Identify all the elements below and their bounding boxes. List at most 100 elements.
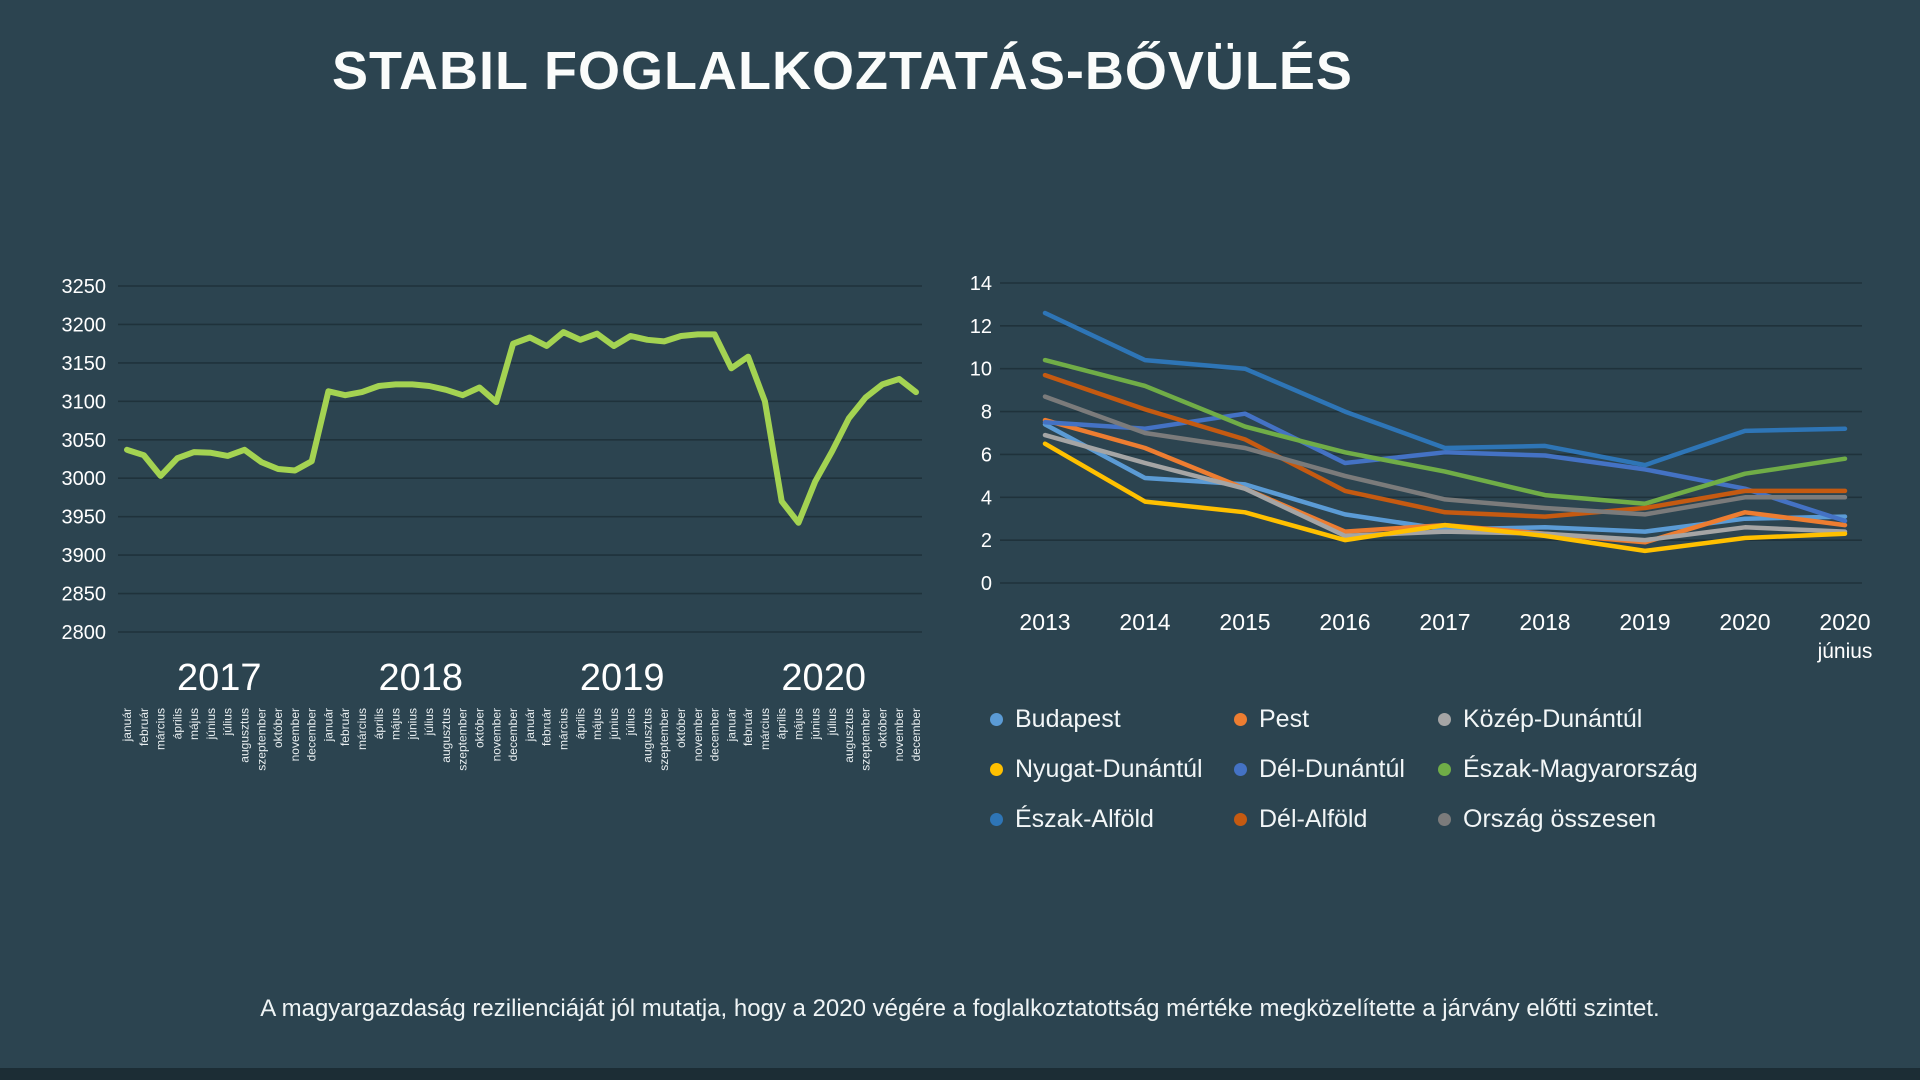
x-tick-label: 2020 <box>1819 609 1870 635</box>
month-tick-label: szeptember <box>456 708 470 771</box>
month-tick-label: június <box>405 708 419 740</box>
series-color-dot-icon <box>1438 812 1451 826</box>
y-tick-label: 8 <box>981 402 992 424</box>
month-tick-label: augusztus <box>439 708 453 763</box>
month-tick-label: május <box>389 708 403 740</box>
month-tick-label: január <box>724 708 738 742</box>
month-tick-label: december <box>506 708 520 761</box>
y-tick-label: 0 <box>981 573 992 595</box>
region-line <box>1042 394 1848 517</box>
y-tick-label: 2 <box>981 530 992 552</box>
y-tick-label: 3150 <box>62 353 107 375</box>
legend-label: Dél-Dunántúl <box>1259 754 1405 783</box>
x-tick-label: 2015 <box>1219 609 1270 635</box>
series-color-dot-icon <box>990 812 1003 826</box>
month-tick-label: november <box>691 708 705 761</box>
month-tick-label: szeptember <box>657 708 671 771</box>
y-tick-label: 3250 <box>62 276 107 298</box>
x-tick-label: 2014 <box>1119 609 1170 635</box>
legend-label: Budapest <box>1015 704 1121 733</box>
month-tick-label: július <box>422 708 436 736</box>
legend-item: Ország összesen <box>1438 804 1730 834</box>
legend-item: Budapest <box>990 704 1234 734</box>
x-tick-label: 2019 <box>1619 609 1670 635</box>
year-tick-label: 2020 <box>781 657 866 699</box>
unemployment-chart: 14 12 10 8 6 4 2 0 2013 2014 2015 2016 2017 2018 2019 2… <box>970 273 1873 663</box>
month-tick-label: december <box>708 708 722 761</box>
month-tick-label: február <box>540 708 554 746</box>
legend-label: Pest <box>1259 704 1310 733</box>
month-tick-label: szeptember <box>859 708 873 771</box>
month-tick-label: május <box>792 708 806 740</box>
month-tick-label: november <box>288 708 302 761</box>
month-tick-label: október <box>271 708 285 748</box>
month-tick-label: március <box>758 708 772 750</box>
year-tick-label: 2017 <box>177 657 262 699</box>
month-tick-label: január <box>321 708 335 742</box>
month-tick-label: május <box>187 708 201 740</box>
month-tick-label: június <box>808 708 822 740</box>
month-tick-label: május <box>590 708 604 740</box>
employment-line <box>124 329 919 526</box>
y-tick-label: 6 <box>981 444 992 466</box>
x-tick-label: 2018 <box>1519 609 1570 635</box>
legend-item: Dél-Dunántúl <box>1234 754 1438 784</box>
region-line <box>1042 432 1848 543</box>
region-line <box>1042 372 1848 519</box>
month-tick-label: március <box>355 708 369 750</box>
month-tick-label: július <box>825 708 839 736</box>
month-tick-label: február <box>137 708 151 746</box>
month-tick-label: február <box>338 708 352 746</box>
series-color-dot-icon <box>1234 712 1247 726</box>
region-line <box>1042 310 1848 468</box>
y-tick-label: 12 <box>970 316 992 338</box>
x-tick-label: 2017 <box>1419 609 1470 635</box>
y-tick-label: 3950 <box>62 507 107 529</box>
month-tick-label: november <box>892 708 906 761</box>
region-line <box>1042 357 1848 506</box>
month-tick-label: január <box>523 708 537 742</box>
footer-bar <box>0 1068 1920 1080</box>
legend-item: Dél-Alföld <box>1234 804 1438 834</box>
month-tick-label: április <box>170 708 184 739</box>
y-tick-label: 3100 <box>62 391 107 413</box>
y-tick-label: 10 <box>970 359 992 381</box>
y-tick-label: 14 <box>970 273 992 295</box>
legend-label: Észak-Alföld <box>1015 804 1154 833</box>
month-tick-label: június <box>204 708 218 740</box>
month-tick-label: július <box>221 708 235 736</box>
legend-item: Észak-Magyarország <box>1438 754 1730 784</box>
legend: Budapest Pest Közép-Dunántúl Nyugat-Duná… <box>990 704 1730 834</box>
month-tick-label: július <box>624 708 638 736</box>
month-tick-label: március <box>557 708 571 750</box>
legend-item: Észak-Alföld <box>990 804 1234 834</box>
month-tick-label: január <box>120 708 134 742</box>
y-tick-label: 4 <box>981 487 992 509</box>
month-tick-label: április <box>372 708 386 739</box>
series-color-dot-icon <box>1234 812 1247 826</box>
year-tick-label: 2018 <box>379 657 464 699</box>
employment-chart: 3250 3200 3150 3100 3050 3000 3950 3900 2850 2800… <box>62 276 924 771</box>
month-tick-label: február <box>741 708 755 746</box>
y-tick-label: 3000 <box>62 468 107 490</box>
legend-item: Nyugat-Dunántúl <box>990 754 1234 784</box>
region-line <box>1042 441 1848 554</box>
month-tick-label: április <box>775 708 789 739</box>
month-tick-label: október <box>674 708 688 748</box>
y-tick-label: 3900 <box>62 545 107 567</box>
y-tick-label: 3050 <box>62 430 107 452</box>
year-tick-label: 2019 <box>580 657 665 699</box>
legend-label: Észak-Magyarország <box>1463 754 1698 783</box>
series-color-dot-icon <box>1438 712 1451 726</box>
caption-text: A magyargazdaság rezilienciáját jól muta… <box>260 995 1660 1022</box>
page-title: STABIL FOGLALKOZTATÁS-BŐVÜLÉS <box>332 41 1353 101</box>
month-tick-label: augusztus <box>640 708 654 763</box>
x-tick-label: 2013 <box>1019 609 1070 635</box>
month-tick-label: december <box>909 708 923 761</box>
y-tick-label: 3200 <box>62 314 107 336</box>
series-color-dot-icon <box>990 712 1003 726</box>
series-color-dot-icon <box>990 762 1003 776</box>
month-tick-label: június <box>607 708 621 740</box>
month-tick-label: szeptember <box>254 708 268 771</box>
